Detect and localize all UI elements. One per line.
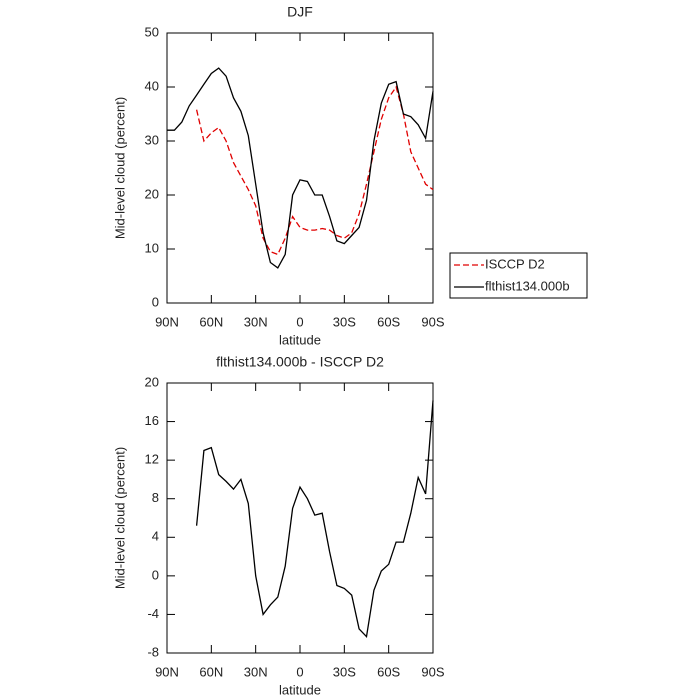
x-tick-label: 30N — [244, 314, 268, 329]
y-tick-label: 12 — [145, 452, 159, 467]
plot-frame — [166, 382, 434, 654]
x-tick-label: 30N — [244, 664, 268, 679]
legend-label: ISCCP D2 — [485, 256, 545, 271]
y-tick-label: 30 — [145, 132, 159, 147]
y-tick-label: 8 — [152, 490, 159, 505]
x-tick-label: 60S — [377, 664, 400, 679]
x-tick-label: 90S — [421, 314, 444, 329]
y-tick-label: -8 — [147, 644, 159, 659]
y-tick-label: 4 — [152, 529, 159, 544]
x-tick-label: 60N — [199, 314, 223, 329]
x-tick-label: 60N — [199, 664, 223, 679]
x-tick-label: 0 — [296, 664, 303, 679]
y-tick-label: 16 — [145, 413, 159, 428]
y-tick-label: 20 — [145, 374, 159, 389]
y-tick-label: -4 — [147, 606, 159, 621]
y-tick-label: 10 — [145, 240, 159, 255]
y-axis-label: Mid-level cloud (percent) — [112, 97, 127, 239]
x-tick-label: 90N — [155, 314, 179, 329]
legend-box — [449, 252, 588, 299]
y-tick-label: 0 — [152, 294, 159, 309]
y-tick-label: 50 — [145, 24, 159, 39]
series-line — [167, 67, 434, 269]
x-axis-label: latitude — [279, 332, 321, 347]
x-tick-label: 30S — [333, 314, 356, 329]
plot-frame — [166, 32, 434, 304]
x-tick-label: 60S — [377, 314, 400, 329]
x-tick-label: 90S — [421, 664, 444, 679]
chart-title: DJF — [287, 4, 313, 20]
y-axis-label: Mid-level cloud (percent) — [112, 447, 127, 589]
y-tick-label: 0 — [152, 567, 159, 582]
y-tick-label: 20 — [145, 186, 159, 201]
chart-title: flthist134.000b - ISCCP D2 — [216, 354, 384, 370]
x-tick-label: 0 — [296, 314, 303, 329]
legend-label: flthist134.000b — [485, 278, 570, 293]
series-line — [195, 400, 434, 638]
x-tick-label: 90N — [155, 664, 179, 679]
x-axis-label: latitude — [279, 682, 321, 697]
series-line — [195, 85, 434, 256]
y-tick-label: 40 — [145, 78, 159, 93]
x-tick-label: 30S — [333, 664, 356, 679]
